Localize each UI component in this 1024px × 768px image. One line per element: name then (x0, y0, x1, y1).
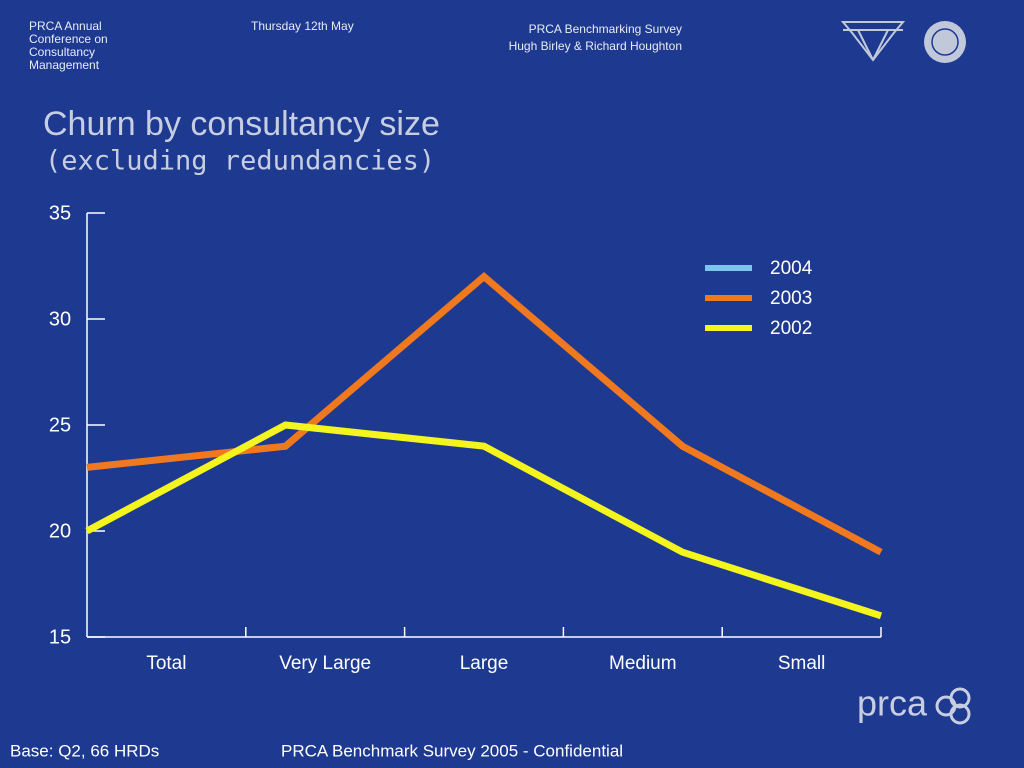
chart-subtitle: (excluding redundancies) (45, 146, 435, 177)
y-tick-label: 35 (49, 202, 71, 224)
header-left: Conference on (29, 32, 108, 46)
y-tick-label: 25 (49, 414, 71, 436)
y-tick-label: 30 (49, 308, 71, 330)
series-line (85, 421, 883, 620)
x-tick-label: Very Large (279, 653, 371, 674)
header-left: PRCA Annual (29, 19, 102, 33)
header-right: PRCA Benchmarking Survey (529, 22, 682, 36)
y-tick-label: 15 (49, 626, 71, 648)
x-tick-label: Medium (609, 653, 677, 674)
gem-icon (924, 21, 966, 63)
diamond-icon (840, 21, 906, 62)
x-tick-label: Total (146, 653, 186, 674)
footer-note: PRCA Benchmark Survey 2005 - Confidentia… (281, 741, 623, 760)
header-left: Consultancy (29, 45, 95, 59)
legend-label: 2002 (770, 318, 812, 339)
x-tick-label: Large (460, 653, 509, 674)
series-line (86, 271, 883, 556)
legend-label: 2004 (770, 258, 813, 279)
chart-title: Churn by consultancy size (43, 105, 440, 143)
header-right: Hugh Birley & Richard Houghton (509, 39, 682, 53)
header-date: Thursday 12th May (251, 19, 354, 33)
x-tick-label: Small (778, 653, 826, 674)
legend-label: 2003 (770, 288, 812, 309)
logo-rings (935, 687, 971, 725)
header-left: Management (29, 58, 100, 72)
footer-base: Base: Q2, 66 HRDs (10, 741, 159, 760)
logo-text: prca (857, 683, 928, 724)
y-tick-label: 20 (49, 520, 71, 542)
